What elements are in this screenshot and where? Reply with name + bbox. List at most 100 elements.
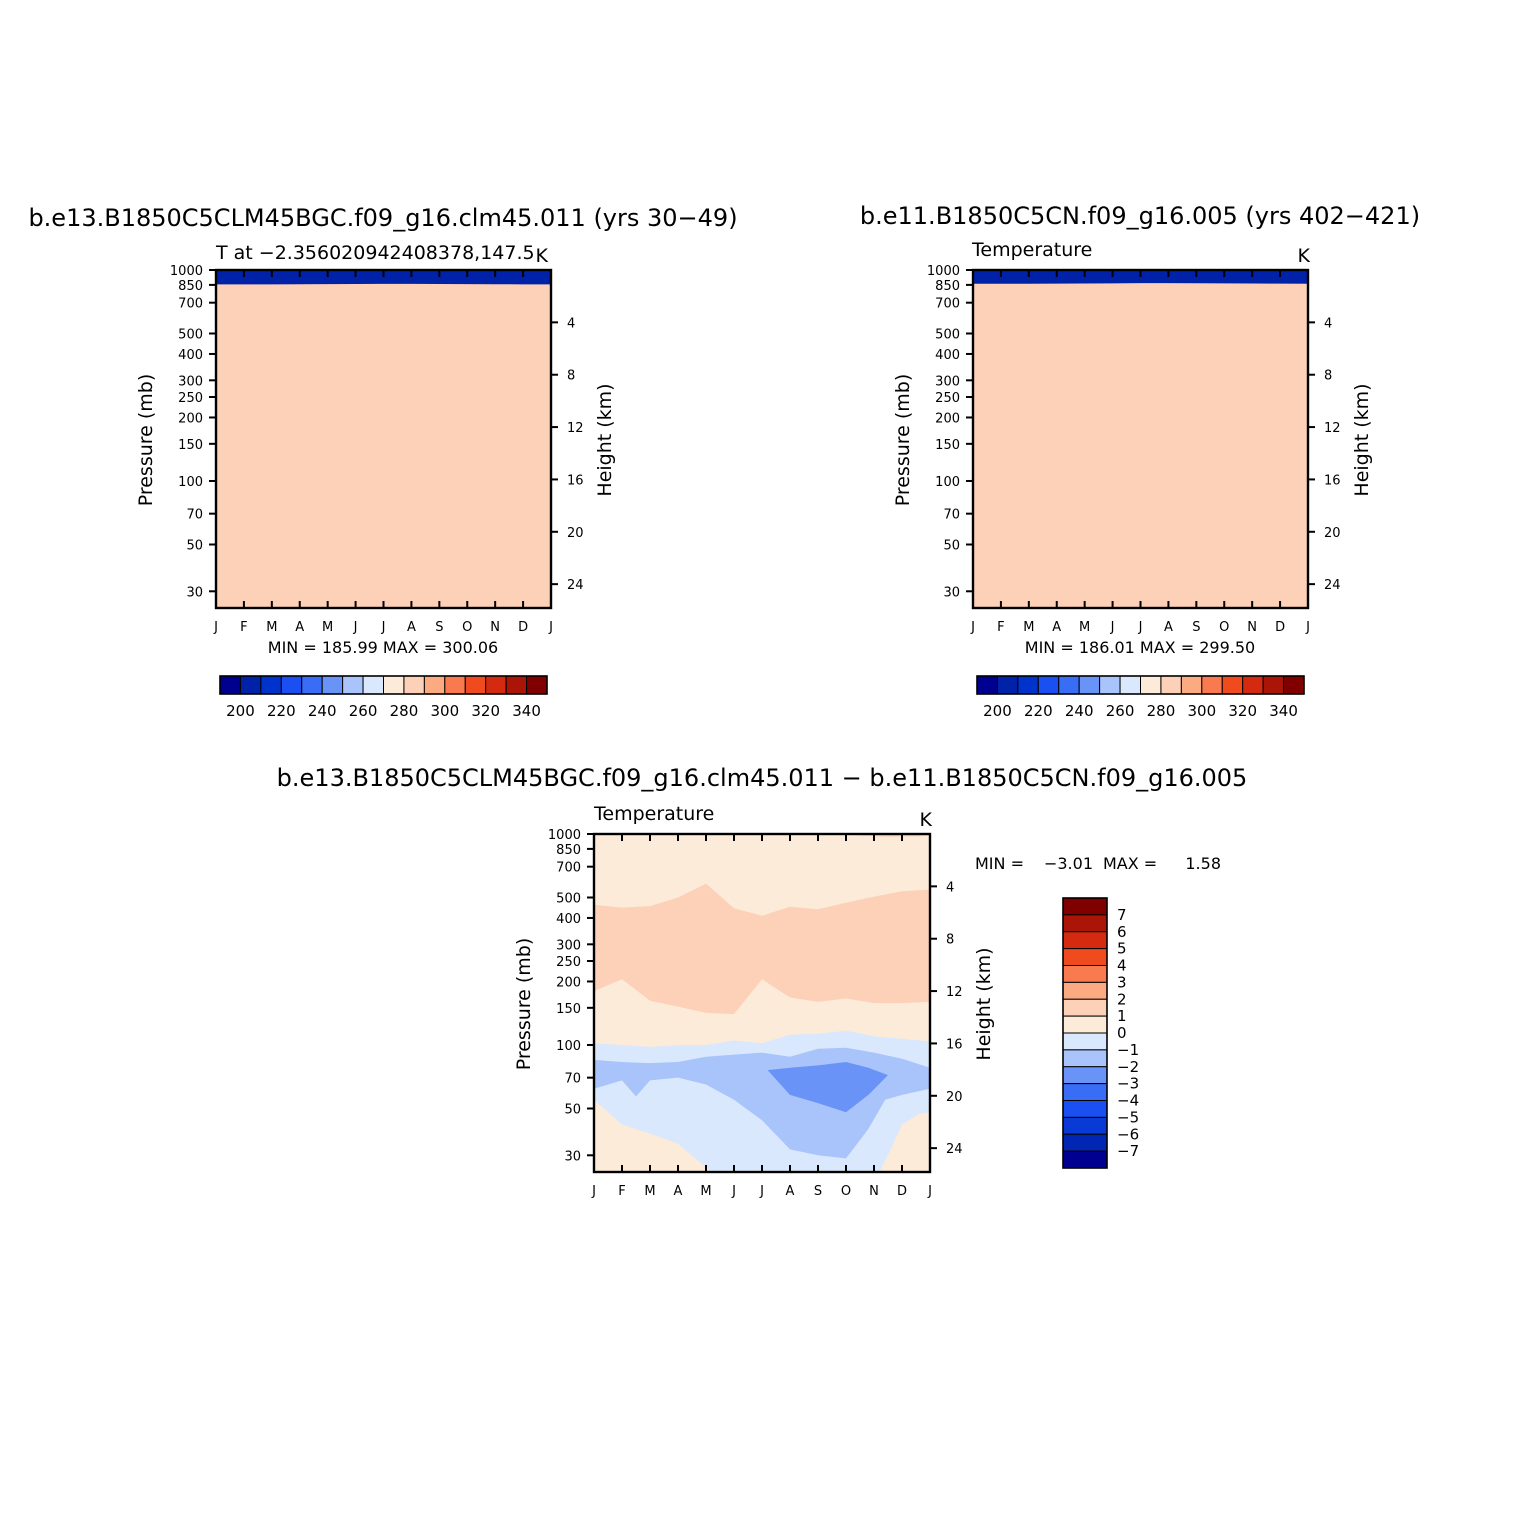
panel-t-difference: b.e13.B1850C5CLM45BGC.f09_g16.clm45.011 …	[277, 764, 1248, 1199]
panel-a-ytick-label: 150	[178, 438, 203, 453]
panel-c-colorbar-swatch	[1062, 1116, 1108, 1135]
panel-b-ytick-label: 100	[935, 475, 960, 490]
panel-c-colorbar-label: −3	[1117, 1075, 1139, 1093]
panel-c-xtick-label: A	[674, 1184, 683, 1199]
panel-a-height-tick-label: 20	[567, 526, 584, 541]
panel-c-height-tick-label: 8	[946, 933, 954, 948]
panel-b-xtick-label: J	[970, 620, 975, 635]
panel-a-xtick-label: F	[240, 620, 247, 635]
panel-b-ytick-label: 850	[935, 279, 960, 294]
panel-b-colorbar-swatch	[1201, 675, 1223, 695]
panel-c-colorbar-label: 7	[1117, 906, 1127, 924]
panel-b-xtick-label: M	[1023, 620, 1034, 635]
panel-a-colorbar-label: 240	[308, 702, 337, 720]
panel-a-title: b.e13.B1850C5CLM45BGC.f09_g16.clm45.011 …	[28, 204, 737, 232]
panel-a-ytick-label: 850	[178, 279, 203, 294]
panel-a-colorbar-swatch	[239, 675, 262, 695]
panel-b-ytick-label: 1000	[927, 264, 960, 279]
panel-a-colorbar-label: 260	[349, 702, 378, 720]
panel-c-ytick-label: 700	[556, 861, 581, 876]
panel-b-height-tick-label: 20	[1324, 526, 1341, 541]
panel-c-colorbar-swatch	[1062, 1015, 1108, 1034]
panel-c-plot-area: J F M A M J J A S O N D J 30 50 70 100 150 200 250 300 400 500…	[548, 828, 963, 1199]
panel-a-height-tick-label: 8	[567, 369, 575, 384]
panel-b-ytick-label: 200	[935, 411, 960, 426]
panel-b-colorbar-swatch	[1283, 675, 1305, 695]
panel-c-height-tick-label: 20	[946, 1090, 963, 1105]
panel-c-colorbar-swatch	[1062, 931, 1108, 950]
panel-c-xtick-label: J	[731, 1184, 736, 1199]
panel-b-band-above-280	[973, 283, 1308, 608]
panel-a-xtick-label: A	[295, 620, 304, 635]
panel-c-colorbar-border	[1062, 897, 1108, 1169]
panel-b-colorbar-border	[976, 675, 1305, 695]
panel-c-xtick-label: J	[927, 1184, 932, 1199]
panel-c-ytick-label: 100	[556, 1039, 581, 1054]
panel-c-colorbar-label: −2	[1117, 1058, 1139, 1076]
panel-b-colorbar-swatch	[1160, 675, 1182, 695]
panel-a-colorbar-swatch	[342, 675, 364, 695]
panel-b-ytick-label: 30	[943, 585, 960, 600]
panel-a-colorbar-swatch	[505, 675, 528, 695]
panel-b-colorbar-label: 220	[1024, 702, 1053, 720]
panel-b-xtick-label: O	[1219, 620, 1229, 635]
panel-c-max-value: 1.58	[1185, 854, 1221, 873]
panel-b-colorbar-swatch	[1058, 675, 1080, 695]
panel-c-colorbar-label: −7	[1117, 1142, 1139, 1160]
panel-a-ytick-label: 500	[178, 328, 203, 343]
panel-a-colorbar-label: 300	[430, 702, 459, 720]
panel-c-colorbar-label: 4	[1117, 957, 1127, 975]
panel-a-height-tick-label: 24	[567, 578, 584, 593]
panel-b-ytick-label: 500	[935, 328, 960, 343]
panel-b-colorbar-swatch	[1140, 675, 1162, 695]
panel-b-colorbar-swatch	[1262, 675, 1285, 695]
panel-c-ytick-label: 50	[564, 1102, 581, 1117]
panel-c-colorbar-swatch	[1062, 914, 1108, 933]
panel-a-ytick-label: 70	[186, 508, 203, 523]
panel-c-ytick-label: 1000	[548, 828, 581, 843]
panel-b-height-tick-label: 24	[1324, 578, 1341, 593]
panel-c-height-tick-label: 12	[946, 985, 963, 1000]
panel-a-plot-area: J F M A M J J A S O N D J 30 50 70 100 150 200 250 300 400 500…	[170, 264, 584, 635]
panel-c-height-tick-label: 4	[946, 880, 954, 895]
panel-c-colorbar-swatch	[1062, 1049, 1108, 1068]
panel-c-xtick-label: M	[700, 1184, 711, 1199]
panel-b-xtick-label: A	[1164, 620, 1173, 635]
panel-c-colorbar-label: 5	[1117, 940, 1127, 958]
panel-a-ytick-label: 700	[178, 297, 203, 312]
panel-c-subtitle: Temperature	[593, 803, 714, 825]
panel-b-colorbar-label: 240	[1065, 702, 1094, 720]
panel-a-xtick-label: J	[213, 620, 218, 635]
panel-b-ytick-label: 150	[935, 438, 960, 453]
panel-a-colorbar-label: 320	[471, 702, 500, 720]
panel-a-ylabel-height: Height (km)	[594, 383, 616, 496]
panel-c-colorbar-swatch	[1062, 965, 1108, 983]
panel-a-ytick-label: 50	[186, 538, 203, 553]
panel-b-height-tick-label: 12	[1324, 421, 1341, 436]
panel-b-title: b.e11.B1850C5CN.f09_g16.005 (yrs 402−421…	[860, 202, 1420, 230]
panel-c-colorbar-label: 1	[1117, 1007, 1127, 1025]
panel-c-colorbar-swatch	[1062, 948, 1108, 966]
panel-a-xtick-label: J	[381, 620, 386, 635]
panel-a-colorbar-label: 340	[512, 702, 541, 720]
panel-a-ytick-label: 200	[178, 411, 203, 426]
panel-a-ytick-label: 30	[186, 585, 203, 600]
panel-a-height-tick-label: 16	[567, 473, 584, 488]
panel-b-ytick-label: 70	[943, 508, 960, 523]
panel-c-xtick-label: D	[897, 1184, 907, 1199]
panel-a-height-tick-label: 12	[567, 421, 584, 436]
panel-b-xtick-label: S	[1192, 620, 1200, 635]
panel-a-height-tick-label: 4	[567, 316, 575, 331]
panel-t-model-b: b.e11.B1850C5CN.f09_g16.005 (yrs 402−421…	[860, 202, 1420, 720]
panel-b-ytick-label: 250	[935, 391, 960, 406]
panel-b-colorbar-swatch	[1221, 675, 1244, 695]
panel-c-min-label: MIN =	[975, 854, 1024, 873]
panel-b-xtick-label: M	[1079, 620, 1090, 635]
panel-b-height-tick-label: 8	[1324, 369, 1332, 384]
panel-c-ytick-label: 150	[556, 1002, 581, 1017]
panel-b-xtick-label: A	[1052, 620, 1061, 635]
panel-b-units: K	[1298, 245, 1311, 267]
panel-b-colorbar-swatch	[1017, 675, 1039, 695]
panel-c-ylabel-pressure: Pressure (mb)	[513, 938, 535, 1071]
